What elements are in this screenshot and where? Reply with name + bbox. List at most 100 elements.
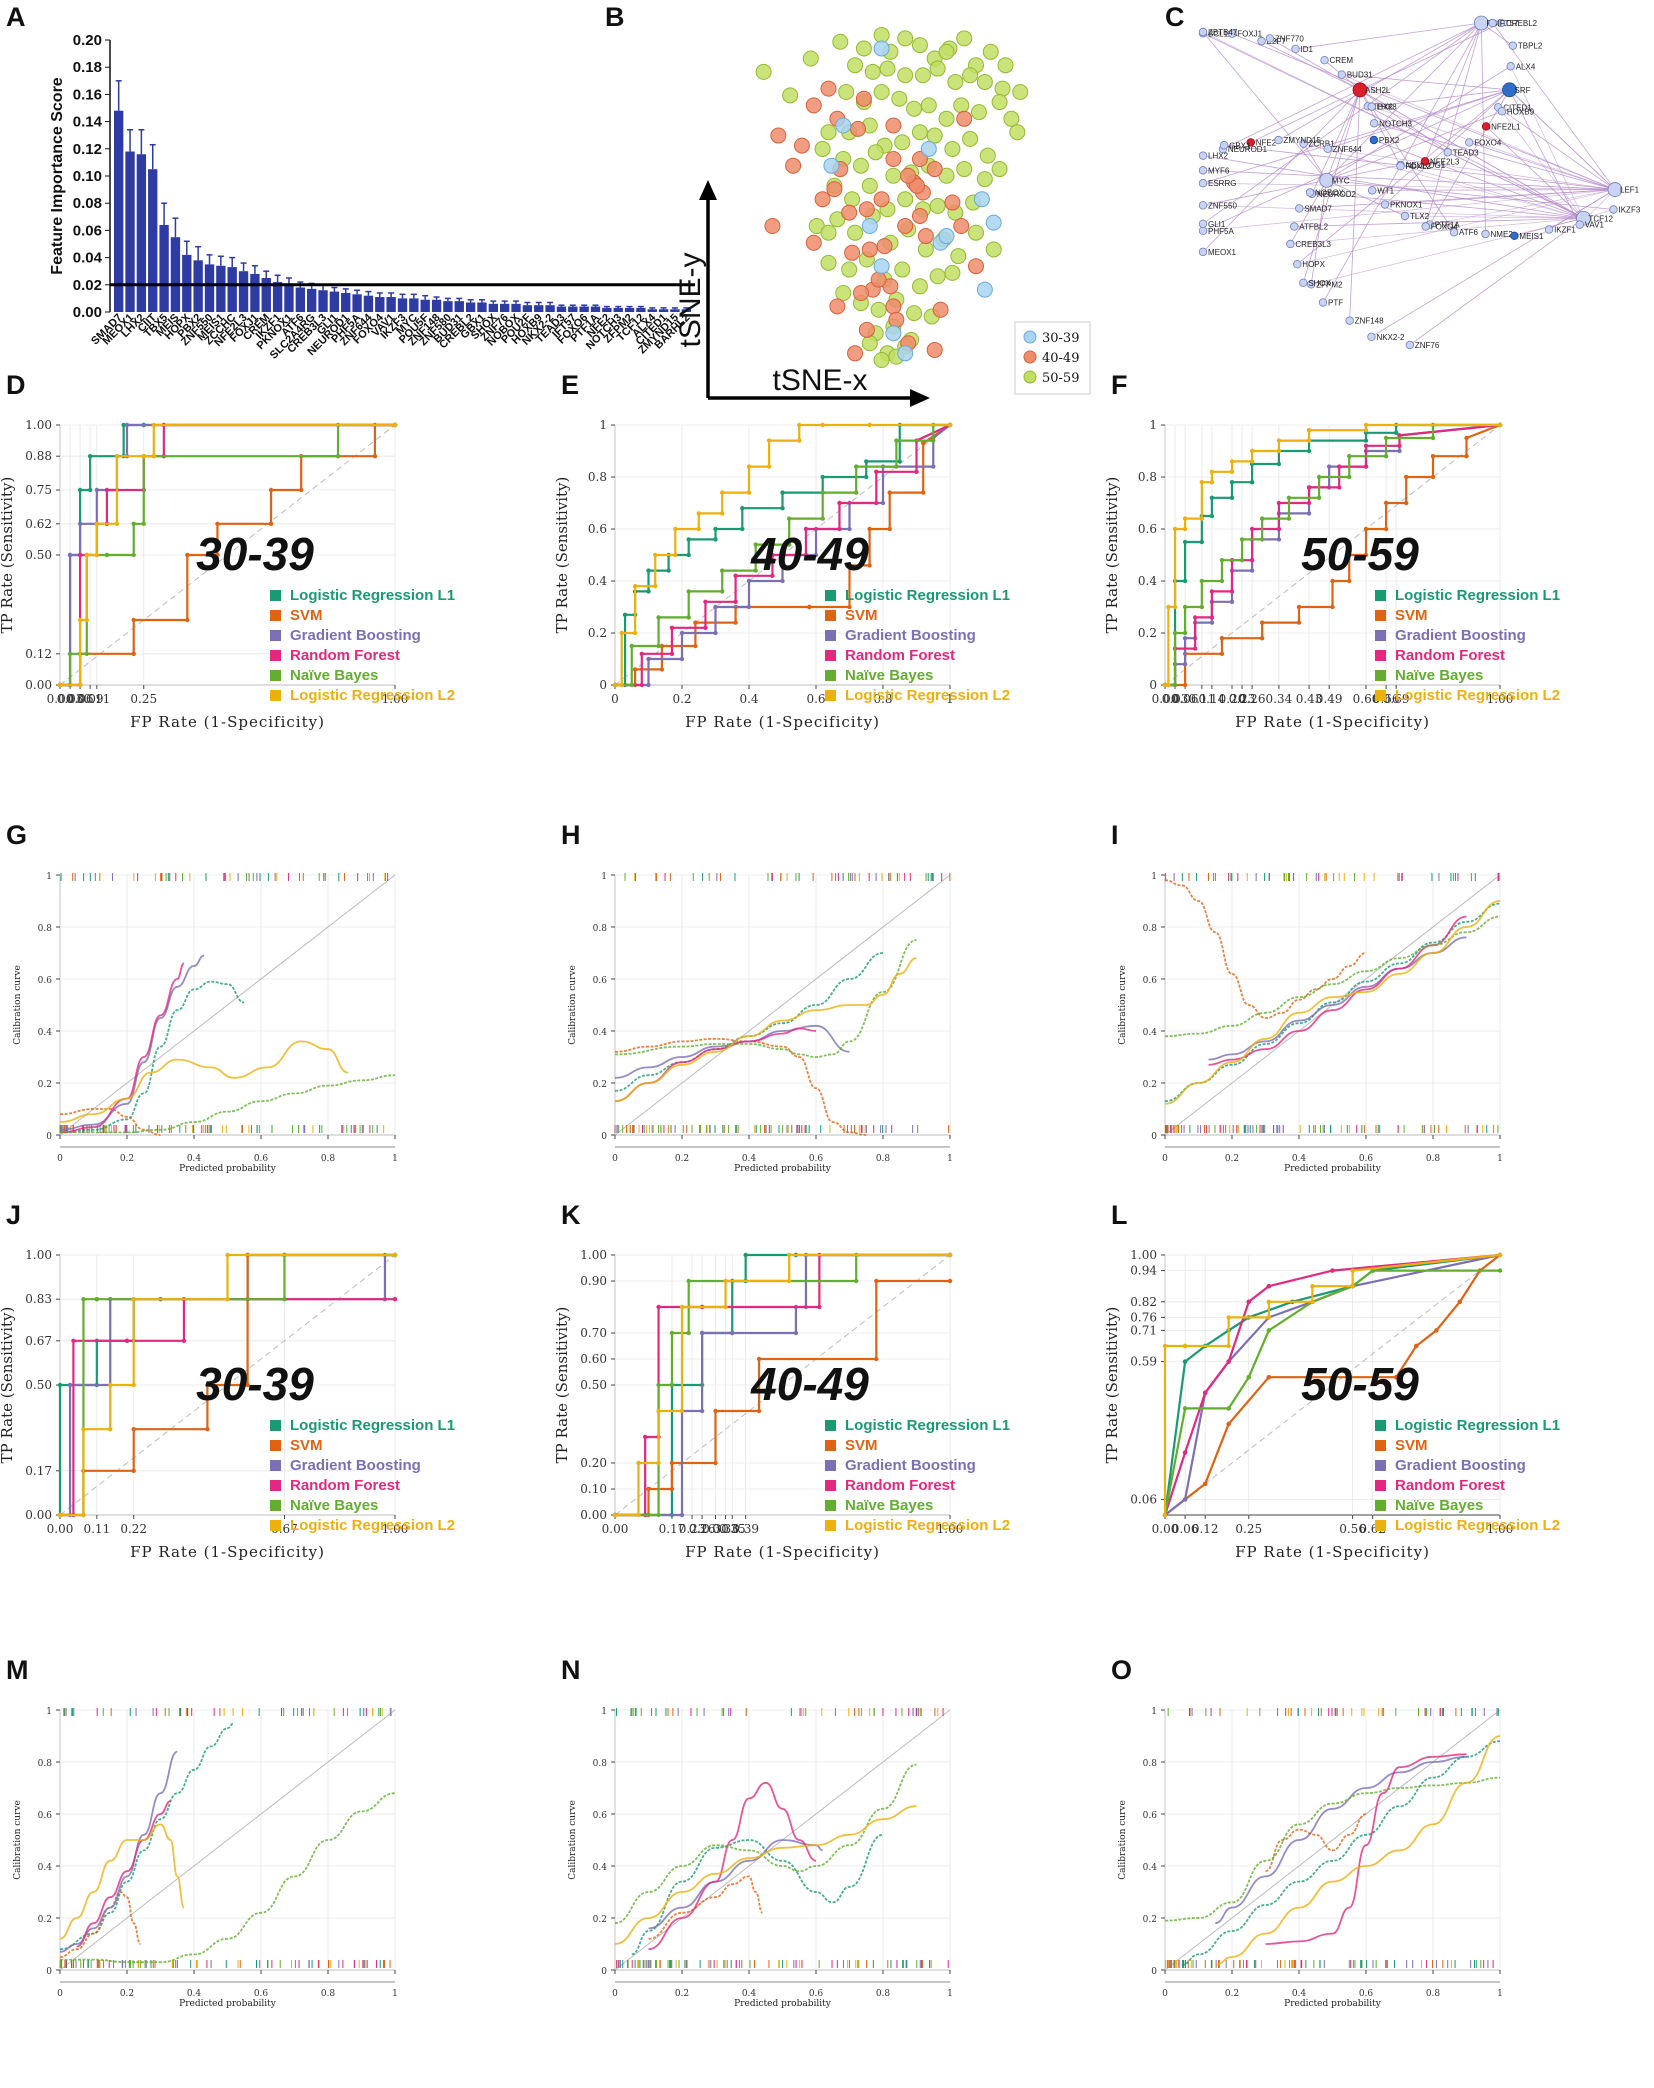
- x-tick-label: 1: [946, 692, 954, 706]
- scatter-point: [897, 218, 914, 234]
- series-point: [632, 667, 638, 672]
- bar: [307, 288, 317, 312]
- scatter-point: [858, 201, 875, 218]
- series-point: [612, 1512, 618, 1518]
- age-group-label: 30-39: [196, 1358, 314, 1410]
- x-tick-label: 0.11: [83, 1522, 110, 1536]
- x-tick-label: 0.00: [1152, 692, 1179, 706]
- x-axis-title: Predicted probability: [1284, 1164, 1382, 1174]
- y-tick-label: 1.00: [25, 1248, 52, 1262]
- network-node: [1299, 278, 1308, 287]
- y-tick-label: 0: [601, 1132, 607, 1142]
- series-point: [1182, 1406, 1188, 1411]
- scatter-point: [911, 278, 928, 295]
- legend-swatch: [1375, 1460, 1386, 1471]
- y-tick-label: 0.60: [580, 1352, 607, 1366]
- series-point: [1347, 474, 1352, 480]
- network-node: [1607, 182, 1623, 197]
- series-point: [1209, 620, 1215, 625]
- y-tick-label: 0: [1151, 1967, 1157, 1977]
- bar: [352, 294, 362, 312]
- bar: [613, 307, 623, 312]
- series-point: [1249, 459, 1255, 464]
- series-point: [1464, 435, 1469, 441]
- y-tick-label: 0.08: [73, 195, 102, 212]
- bar: [624, 307, 635, 312]
- scatter-point: [755, 63, 772, 80]
- series-point: [1199, 539, 1205, 545]
- scatter-point: [814, 140, 831, 157]
- x-tick-label: 0: [1162, 1989, 1168, 1999]
- scatter-point: [953, 97, 970, 114]
- series-point: [766, 438, 772, 443]
- network-node: [1299, 139, 1308, 148]
- series-point: [1347, 454, 1352, 459]
- series-point: [740, 506, 745, 511]
- scatter-point: [938, 110, 955, 127]
- legend-label: Logistic Regression L2: [1395, 687, 1560, 704]
- age-group-label: 50-59: [1301, 528, 1419, 580]
- x-tick-label: 1: [947, 1154, 953, 1164]
- network-edge: [1310, 180, 1328, 285]
- panel-label-f: F: [1111, 370, 1128, 400]
- scatter-point: [914, 67, 931, 84]
- series-point: [1266, 1315, 1272, 1320]
- legend-swatch: [825, 1480, 836, 1491]
- age-group-label: 40-49: [750, 1358, 869, 1410]
- bar: [386, 297, 396, 312]
- y-tick-label: 0.2: [38, 1080, 52, 1090]
- series-point: [686, 1278, 691, 1284]
- legend-swatch: [270, 1420, 281, 1431]
- y-tick-label: 0.10: [580, 1482, 607, 1496]
- network-node-label: CREM: [1330, 56, 1354, 65]
- y-tick-label: 0.10: [73, 168, 102, 185]
- x-tick-label: 0.00: [47, 692, 74, 706]
- series-line: [59, 1891, 142, 1958]
- panel-label-h: H: [561, 820, 581, 850]
- y-tick-label: 1: [1151, 872, 1157, 882]
- bar: [250, 273, 260, 312]
- series-point: [787, 516, 792, 521]
- y-tick-label: 0.4: [38, 1863, 53, 1873]
- series-point: [770, 552, 775, 558]
- scatter-point: [968, 258, 984, 275]
- series-point: [669, 625, 675, 630]
- network-node-label: PTF1A: [1435, 221, 1461, 230]
- series-point: [1182, 516, 1188, 521]
- series-point: [87, 487, 93, 493]
- y-tick-label: 0.2: [588, 626, 607, 640]
- scatter-point: [962, 130, 979, 147]
- y-tick-label: 0.16: [73, 86, 102, 103]
- y-tick-label: 0.83: [25, 1292, 52, 1306]
- scatter-point: [841, 261, 858, 278]
- series-point: [787, 1252, 792, 1258]
- scatter-point: [847, 57, 864, 74]
- series-point: [1182, 630, 1188, 636]
- x-tick-label: 0.43: [1296, 692, 1323, 706]
- series-point: [1430, 435, 1436, 441]
- series-point: [1363, 464, 1369, 469]
- scatter-point: [764, 218, 781, 234]
- bar: [114, 110, 124, 312]
- y-tick-label: 0: [599, 678, 607, 692]
- network-edge: [1302, 89, 1361, 283]
- series-point: [1259, 620, 1265, 625]
- series-point: [1249, 480, 1255, 485]
- series-line: [615, 1279, 950, 1517]
- scatter-point: [985, 241, 1002, 258]
- y-tick-label: 0.90: [580, 1274, 607, 1288]
- network-edge: [1202, 169, 1616, 190]
- y-tick-label: 1: [46, 1707, 52, 1717]
- network-edge: [1359, 89, 1455, 233]
- x-axis-title: Predicted probability: [734, 1999, 832, 2009]
- x-tick-label: 0.06: [1172, 1522, 1199, 1536]
- network-node: [1198, 201, 1208, 210]
- legend-label: Gradient Boosting: [290, 1457, 421, 1474]
- x-tick-label: 0.4: [742, 1989, 757, 1999]
- legend-swatch: [1375, 610, 1386, 621]
- bar: [590, 306, 601, 312]
- y-tick-label: 0.06: [73, 222, 102, 239]
- scatter-point: [929, 268, 946, 285]
- series-point: [931, 438, 936, 443]
- network-edge: [1374, 122, 1616, 190]
